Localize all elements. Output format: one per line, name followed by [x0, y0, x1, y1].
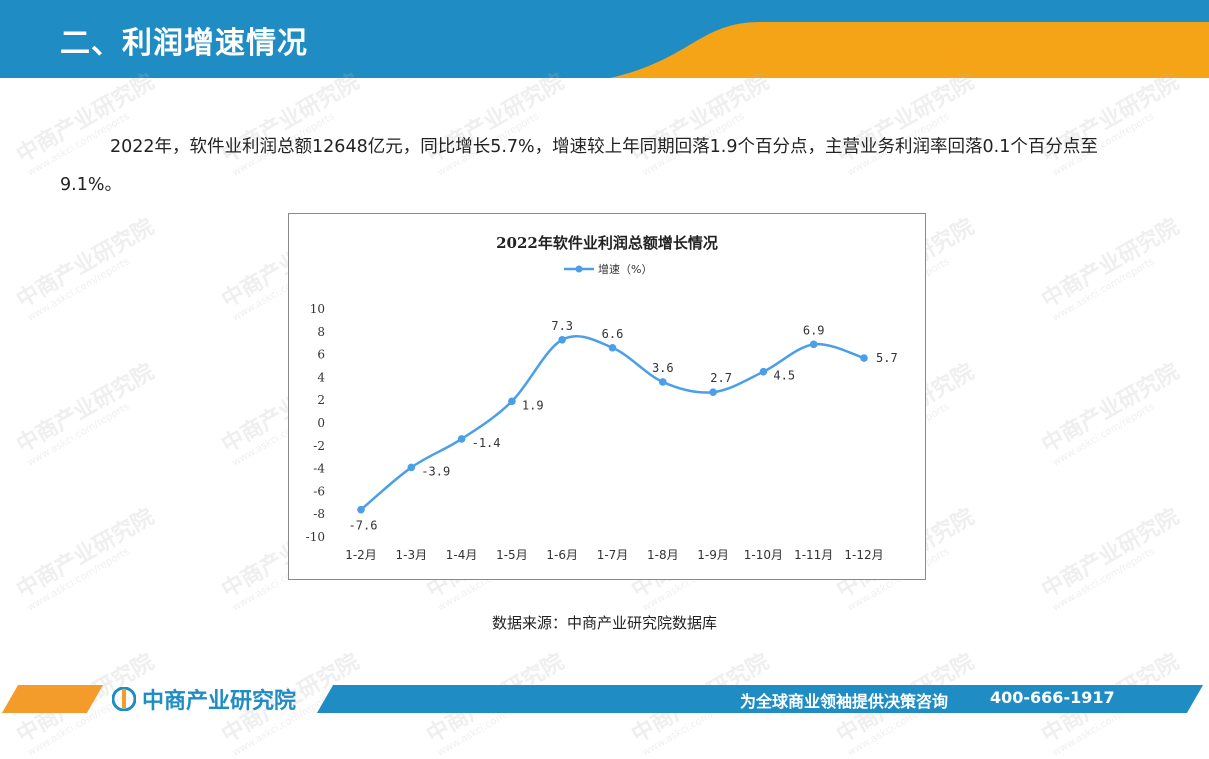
y-tick-label: 0: [317, 416, 325, 430]
data-label: 4.5: [773, 369, 795, 383]
y-tick-label: -10: [306, 530, 325, 544]
x-tick-label: 1-11月: [794, 548, 833, 562]
data-label: 2.7: [710, 371, 732, 385]
data-label: 7.3: [551, 319, 573, 333]
data-point: [608, 343, 617, 352]
data-point: [759, 367, 768, 376]
header-decoration: [610, 22, 1209, 78]
y-tick-label: 10: [310, 302, 325, 316]
data-point: [558, 335, 566, 344]
data-label: -3.9: [421, 464, 450, 478]
footer-slogan: 为全球商业领袖提供决策咨询: [740, 692, 949, 711]
x-tick-label: 1-10月: [744, 548, 783, 562]
chart-title: 2022年软件业利润总额增长情况: [496, 234, 718, 252]
data-point: [407, 463, 416, 472]
x-tick-label: 1-9月: [697, 548, 729, 562]
data-label: 5.7: [876, 351, 898, 365]
data-label: 6.6: [602, 327, 624, 341]
series-line: [360, 335, 865, 511]
y-tick-label: -4: [313, 462, 325, 476]
page-footer: 中商产业研究院 为全球商业领袖提供决策咨询 400-666-1917: [0, 682, 1209, 718]
y-tick-label: -2: [313, 439, 325, 453]
data-point: [659, 378, 667, 386]
y-tick-label: 4: [317, 370, 325, 384]
x-tick-label: 1-12月: [844, 548, 883, 562]
x-tick-label: 1-3月: [395, 548, 427, 562]
y-tick-label: 8: [317, 325, 325, 339]
data-point: [357, 505, 365, 514]
data-point: [709, 388, 717, 397]
footer-orange-stripe: [1, 685, 104, 713]
x-tick-label: 1-7月: [597, 548, 629, 562]
y-tick-label: -8: [313, 507, 325, 521]
footer-logo: 中商产业研究院: [112, 682, 296, 716]
data-point: [457, 435, 466, 443]
x-tick-label: 1-4月: [446, 548, 478, 562]
x-tick-label: 1-2月: [345, 548, 377, 562]
legend-label: 增速（%）: [598, 263, 653, 276]
y-tick-label: 2: [317, 393, 325, 407]
data-label: -1.4: [472, 436, 501, 450]
data-source: 数据来源：中商产业研究院数据库: [491, 614, 717, 632]
data-point: [508, 397, 516, 406]
data-label: 3.6: [652, 361, 674, 375]
chart-container: 2022年软件业利润总额增长情况 增速（%） 10 8 6 4 2 0 -2 -4 -6 -8 -1…: [288, 213, 926, 580]
x-tick-label: 1-5月: [496, 548, 528, 562]
intro-paragraph: 2022年，软件业利润总额12648亿元，同比增长5.7%，增速较上年同期回落1…: [60, 137, 1098, 195]
x-tick-label: 1-6月: [546, 548, 578, 562]
y-tick-label: 6: [317, 348, 325, 362]
footer-logo-text: 中商产业研究院: [142, 689, 297, 714]
data-point: [860, 354, 868, 362]
footer-phone: 400-666-1917: [990, 688, 1115, 707]
page-header: 二、利润增速情况: [0, 0, 1209, 78]
data-label: -7.6: [349, 519, 378, 533]
y-tick-label: -6: [313, 484, 325, 498]
line-chart: 10 8 6 4 2 0 -2 -4 -6 -8 -10 1-2月 1-3月 1-4月 1-5月 1-6月 1-…: [306, 302, 898, 562]
data-label: 1.9: [522, 398, 544, 412]
x-tick-label: 1-8月: [647, 548, 679, 562]
company-logo-icon: [112, 687, 136, 711]
legend-line-icon: [564, 265, 594, 273]
data-point: [809, 340, 818, 349]
page-title: 二、利润增速情况: [60, 26, 308, 61]
chart-legend: 增速（%）: [564, 261, 652, 277]
data-label: 6.9: [803, 323, 825, 337]
